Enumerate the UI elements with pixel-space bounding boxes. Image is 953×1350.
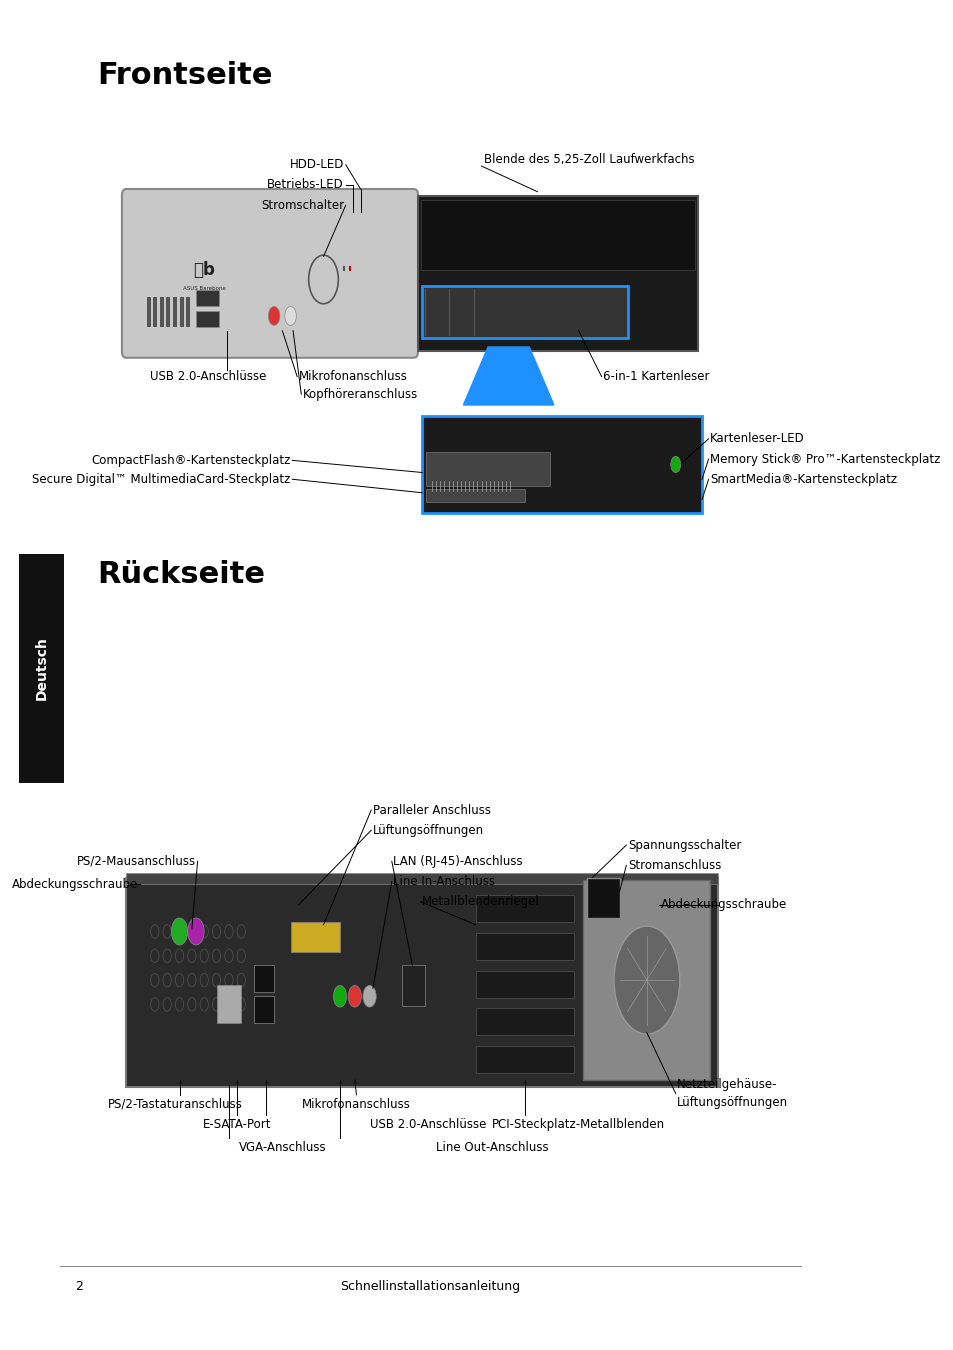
- Polygon shape: [463, 347, 554, 405]
- Text: USB 2.0-Anschlüsse: USB 2.0-Anschlüsse: [150, 370, 266, 383]
- Bar: [476, 1008, 574, 1035]
- Text: E-SATA-Port: E-SATA-Port: [203, 1118, 271, 1131]
- Text: Line Out-Anschluss: Line Out-Anschluss: [436, 1141, 548, 1154]
- Text: Kopfhöreranschluss: Kopfhöreranschluss: [303, 387, 417, 401]
- Text: Memory Stick® Pro™-Kartensteckplatz: Memory Stick® Pro™-Kartensteckplatz: [710, 452, 940, 466]
- Circle shape: [172, 918, 188, 945]
- Bar: [195, 310, 219, 327]
- Bar: [179, 297, 183, 327]
- Circle shape: [188, 918, 204, 945]
- Circle shape: [268, 306, 279, 325]
- Bar: [186, 297, 190, 327]
- Bar: [159, 297, 164, 327]
- Bar: [586, 878, 619, 918]
- Text: Paralleler Anschluss: Paralleler Anschluss: [373, 803, 491, 817]
- Text: SmartMedia®-Kartensteckplatz: SmartMedia®-Kartensteckplatz: [710, 472, 897, 486]
- Bar: [126, 878, 718, 1087]
- Circle shape: [285, 306, 296, 325]
- Bar: [19, 554, 64, 783]
- Text: USB 2.0-Anschlüsse: USB 2.0-Anschlüsse: [370, 1118, 486, 1131]
- Text: Metallblendenriegel: Metallblendenriegel: [422, 895, 539, 909]
- Bar: [476, 1046, 574, 1073]
- Bar: [216, 986, 241, 1023]
- Text: PCI-Steckplatz-Metallblenden: PCI-Steckplatz-Metallblenden: [492, 1118, 664, 1131]
- Bar: [426, 489, 524, 502]
- Bar: [153, 297, 157, 327]
- Bar: [195, 290, 219, 306]
- FancyBboxPatch shape: [417, 196, 698, 351]
- Bar: [582, 880, 710, 1080]
- Text: VGA-Anschluss: VGA-Anschluss: [238, 1141, 326, 1154]
- Text: Mikrofonanschluss: Mikrofonanschluss: [302, 1098, 411, 1111]
- Bar: [401, 965, 424, 1006]
- Bar: [476, 971, 574, 998]
- Text: PS/2-Tastaturanschluss: PS/2-Tastaturanschluss: [108, 1098, 243, 1111]
- Text: ASUS Barebone: ASUS Barebone: [183, 286, 226, 292]
- Text: Ꟗb: Ꟗb: [193, 261, 215, 279]
- Text: LAN (RJ-45)-Anschluss: LAN (RJ-45)-Anschluss: [393, 855, 522, 868]
- Text: PS/2-Mausanschluss: PS/2-Mausanschluss: [77, 855, 195, 868]
- Text: Frontseite: Frontseite: [97, 61, 273, 89]
- Text: Betriebs-LED: Betriebs-LED: [267, 178, 344, 192]
- Bar: [291, 922, 339, 952]
- Bar: [422, 416, 701, 513]
- Circle shape: [348, 986, 361, 1007]
- Text: Blende des 5,25-Zoll Laufwerkfachs: Blende des 5,25-Zoll Laufwerkfachs: [483, 153, 694, 166]
- Text: Netzteilgehäuse-: Netzteilgehäuse-: [677, 1077, 777, 1091]
- Text: Lüftungsöffnungen: Lüftungsöffnungen: [677, 1096, 787, 1110]
- Text: Secure Digital™ MultimediaCard-Steckplatz: Secure Digital™ MultimediaCard-Steckplat…: [32, 472, 291, 486]
- Text: 2: 2: [75, 1280, 83, 1293]
- Text: Stromanschluss: Stromanschluss: [627, 859, 720, 872]
- Bar: [147, 297, 151, 327]
- Bar: [420, 200, 695, 270]
- Circle shape: [670, 456, 679, 472]
- Text: 6-in-1 Kartenleser: 6-in-1 Kartenleser: [602, 370, 709, 383]
- Bar: [172, 297, 177, 327]
- Bar: [476, 895, 574, 922]
- Bar: [126, 873, 718, 884]
- Bar: [253, 996, 274, 1023]
- Text: Abdeckungsschraube: Abdeckungsschraube: [660, 898, 786, 911]
- Text: HDD-LED: HDD-LED: [290, 158, 344, 171]
- Text: Stromschalter: Stromschalter: [261, 198, 344, 212]
- Text: Deutsch: Deutsch: [34, 636, 49, 701]
- Bar: [253, 965, 274, 992]
- Text: Lüftungsöffnungen: Lüftungsöffnungen: [373, 824, 483, 837]
- Text: Rückseite: Rückseite: [97, 560, 265, 589]
- Circle shape: [363, 986, 375, 1007]
- Circle shape: [614, 926, 679, 1034]
- Text: Schnellinstallationsanleitung: Schnellinstallationsanleitung: [340, 1280, 520, 1293]
- Bar: [426, 452, 549, 486]
- FancyBboxPatch shape: [122, 189, 417, 358]
- Text: Spannungsschalter: Spannungsschalter: [627, 838, 740, 852]
- Text: CompactFlash®-Kartensteckplatz: CompactFlash®-Kartensteckplatz: [91, 454, 291, 467]
- Bar: [422, 286, 627, 338]
- Text: Line In-Anschluss: Line In-Anschluss: [393, 875, 495, 888]
- Text: Mikrofonanschluss: Mikrofonanschluss: [298, 370, 407, 383]
- Text: Kartenleser-LED: Kartenleser-LED: [710, 432, 804, 446]
- Circle shape: [333, 986, 346, 1007]
- Bar: [476, 933, 574, 960]
- Text: Abdeckungsschraube: Abdeckungsschraube: [12, 878, 138, 891]
- Bar: [166, 297, 171, 327]
